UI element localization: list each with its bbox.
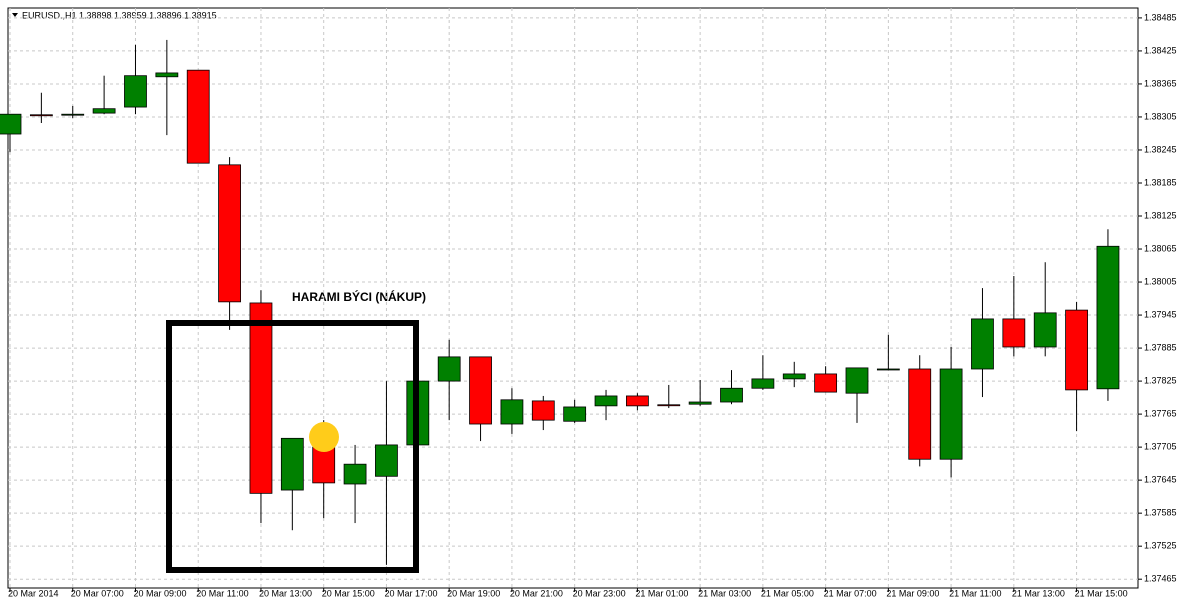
candle-body bbox=[1096, 245, 1120, 390]
x-tick-label: 20 Mar 17:00 bbox=[384, 588, 437, 598]
candle-body bbox=[375, 444, 398, 477]
y-tick-label: 1.38005 bbox=[1144, 276, 1177, 286]
y-tick-label: 1.38425 bbox=[1144, 45, 1177, 55]
chart-header: EURUSD.,H1 1.38898 1.38959 1.38896 1.389… bbox=[22, 10, 217, 20]
candle-body bbox=[657, 404, 681, 407]
x-tick-label: 21 Mar 09:00 bbox=[886, 588, 939, 598]
candle-body bbox=[124, 75, 147, 108]
x-tick-label: 20 Mar 19:00 bbox=[447, 588, 500, 598]
x-tick-label: 21 Mar 05:00 bbox=[761, 588, 814, 598]
candle-body bbox=[312, 446, 336, 484]
x-tick-label: 21 Mar 03:00 bbox=[698, 588, 751, 598]
x-tick-label: 21 Mar 01:00 bbox=[635, 588, 688, 598]
candle-body bbox=[500, 399, 524, 425]
candle-body bbox=[1002, 318, 1026, 348]
candle-body bbox=[720, 387, 743, 403]
y-tick-label: 1.37765 bbox=[1144, 408, 1177, 418]
candle-body bbox=[29, 114, 53, 117]
y-tick-label: 1.38245 bbox=[1144, 144, 1177, 154]
x-tick-label: 20 Mar 21:00 bbox=[510, 588, 563, 598]
y-tick-label: 1.38065 bbox=[1144, 243, 1177, 253]
candle-body bbox=[343, 463, 367, 485]
annotation: HARAMI BÝCI (NÁKUP) bbox=[292, 289, 426, 304]
candle-body bbox=[155, 72, 179, 78]
x-tick-label: 21 Mar 15:00 bbox=[1075, 588, 1128, 598]
plot-frame bbox=[7, 7, 1139, 589]
candle-body bbox=[1065, 309, 1088, 391]
candle-body bbox=[971, 318, 994, 370]
candle-body bbox=[908, 368, 932, 460]
x-tick-label: 20 Mar 2014 bbox=[8, 588, 59, 598]
y-tick-label: 1.37645 bbox=[1144, 475, 1177, 485]
x-tick-label: 21 Mar 13:00 bbox=[1012, 588, 1065, 598]
candle-body bbox=[249, 302, 273, 494]
highlight-box bbox=[166, 320, 419, 573]
header-arrow bbox=[12, 13, 18, 17]
candle-body bbox=[531, 400, 555, 421]
candle-body bbox=[782, 373, 806, 380]
x-tick-label: 21 Mar 11:00 bbox=[949, 588, 1001, 598]
candle-body bbox=[0, 113, 22, 135]
x-tick-label: 20 Mar 13:00 bbox=[259, 588, 312, 598]
y-tick-label: 1.38125 bbox=[1144, 210, 1177, 220]
y-tick-label: 1.37465 bbox=[1144, 574, 1177, 584]
candle-body bbox=[1033, 312, 1057, 348]
marks: 1.38485 1.38425 1.38365 1.38305 1.38245 1.381… bbox=[0, 8, 1177, 598]
candle-body bbox=[218, 164, 241, 303]
highlight-dot bbox=[309, 422, 339, 452]
x-tick-label: 20 Mar 23:00 bbox=[573, 588, 626, 598]
y-tick-label: 1.38365 bbox=[1144, 78, 1177, 88]
y-tick-label: 1.37885 bbox=[1144, 342, 1177, 352]
candle-body bbox=[751, 378, 775, 389]
x-tick-label: 20 Mar 07:00 bbox=[71, 588, 124, 598]
candle-body bbox=[280, 437, 304, 491]
candle-body bbox=[814, 373, 838, 393]
candle-body bbox=[939, 368, 963, 460]
x-tick-label: 21 Mar 07:00 bbox=[824, 588, 877, 598]
candle-body bbox=[186, 69, 210, 164]
y-tick-label: 1.38485 bbox=[1144, 12, 1177, 22]
x-tick-label: 20 Mar 15:00 bbox=[322, 588, 375, 598]
candle-body bbox=[92, 108, 116, 114]
candle-body bbox=[563, 406, 587, 422]
y-tick-label: 1.37705 bbox=[1144, 442, 1177, 452]
candle-body bbox=[61, 113, 85, 116]
y-tick-label: 1.38185 bbox=[1144, 177, 1177, 187]
x-tick-label: 20 Mar 11:00 bbox=[196, 588, 248, 598]
x-tick-label: 20 Mar 09:00 bbox=[133, 588, 186, 598]
y-tick-label: 1.38305 bbox=[1144, 111, 1177, 121]
candle-body bbox=[876, 368, 900, 371]
y-tick-label: 1.37525 bbox=[1144, 541, 1177, 551]
y-tick-label: 1.37585 bbox=[1144, 508, 1177, 518]
candle-body bbox=[437, 356, 461, 382]
candle-body bbox=[845, 367, 869, 394]
candle-body bbox=[626, 395, 649, 407]
y-tick-label: 1.37945 bbox=[1144, 309, 1177, 319]
y-tick-label: 1.37825 bbox=[1144, 375, 1177, 385]
candle-body bbox=[469, 356, 492, 425]
candle-body bbox=[594, 395, 618, 407]
candle-body bbox=[688, 401, 712, 405]
